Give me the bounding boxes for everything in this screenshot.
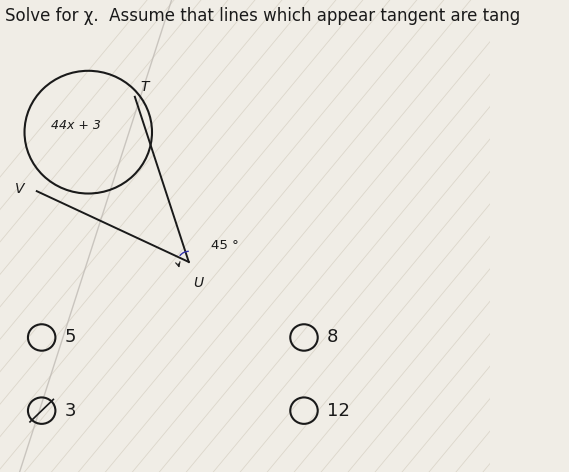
Text: 8: 8 <box>327 329 338 346</box>
Text: 5: 5 <box>64 329 76 346</box>
Text: 44x + 3: 44x + 3 <box>51 118 101 132</box>
Text: Solve for χ.  Assume that lines which appear tangent are tang: Solve for χ. Assume that lines which app… <box>5 7 520 25</box>
Text: 12: 12 <box>327 402 349 420</box>
Text: 45 °: 45 ° <box>211 239 238 252</box>
Text: 3: 3 <box>64 402 76 420</box>
Text: U: U <box>193 276 204 290</box>
Text: T: T <box>141 80 149 94</box>
Text: V: V <box>15 182 24 196</box>
